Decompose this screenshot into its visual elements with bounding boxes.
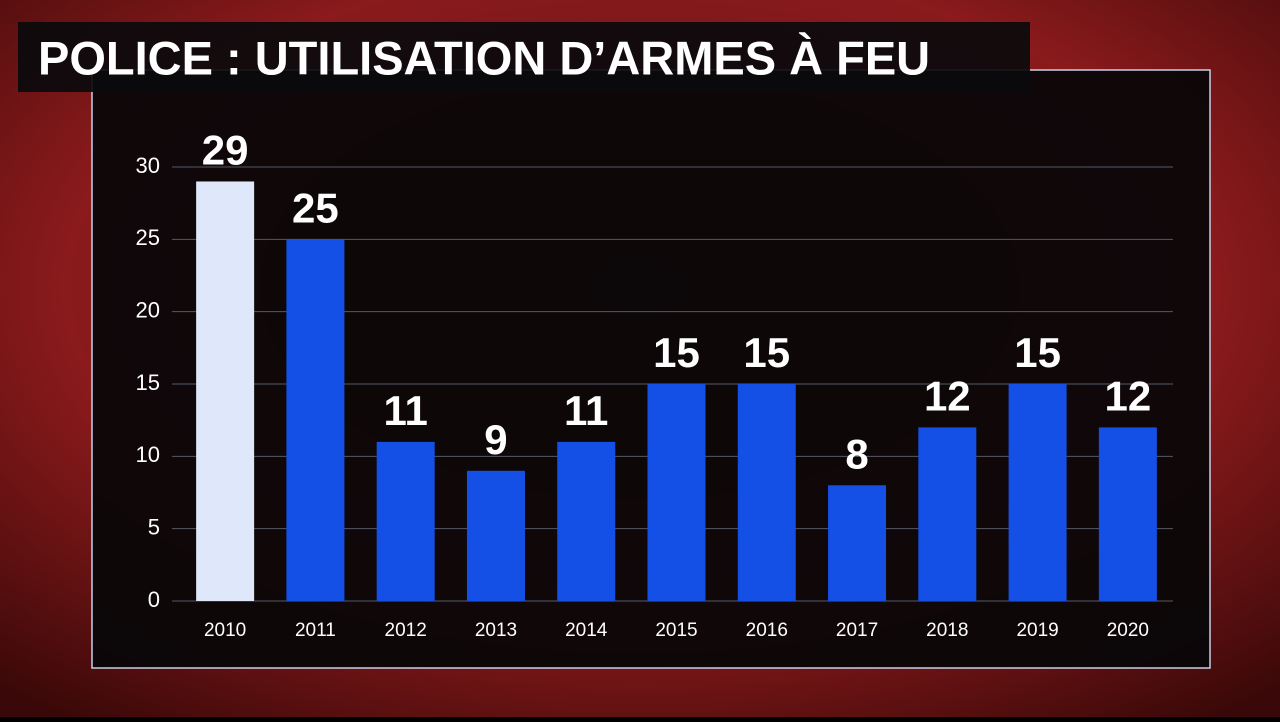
x-tick-label: 2020	[1107, 620, 1149, 641]
data-label: 15	[653, 329, 700, 376]
bar	[196, 181, 255, 601]
x-tick-label: 2013	[475, 620, 517, 641]
y-tick-label: 5	[148, 514, 160, 539]
data-label: 12	[1105, 372, 1152, 419]
x-tick-label: 2015	[655, 620, 697, 641]
y-tick-label: 30	[136, 153, 160, 178]
x-tick-label: 2019	[1016, 620, 1058, 641]
data-label: 11	[383, 387, 427, 434]
y-tick-label: 20	[136, 297, 160, 322]
data-label: 15	[1014, 329, 1061, 376]
x-tick-label: 2016	[746, 620, 788, 641]
bar	[737, 384, 796, 601]
bar	[286, 239, 345, 602]
data-label: 15	[743, 329, 790, 376]
y-tick-label: 10	[136, 442, 160, 467]
chart-title: POLICE : UTILISATION D’ARMES À FEU	[38, 31, 930, 84]
data-label: 25	[292, 184, 339, 231]
bar	[376, 441, 435, 601]
bar	[557, 441, 616, 601]
x-tick-label: 2010	[204, 620, 246, 641]
bar	[918, 427, 977, 601]
title-box	[18, 22, 1030, 92]
x-tick-label: 2018	[926, 620, 968, 641]
bar	[1098, 427, 1157, 601]
y-tick-label: 0	[148, 587, 160, 612]
bar	[466, 470, 525, 601]
data-label: 29	[202, 127, 249, 174]
data-label: 8	[845, 430, 868, 477]
y-tick-label: 25	[136, 225, 160, 250]
x-tick-label: 2017	[836, 620, 878, 641]
bar	[1008, 384, 1067, 601]
bar	[828, 485, 887, 601]
data-label: 9	[484, 416, 507, 463]
x-tick-label: 2012	[385, 620, 427, 641]
x-tick-label: 2011	[295, 620, 336, 641]
data-label: 12	[924, 372, 971, 419]
bar	[647, 384, 706, 601]
data-label: 11	[564, 387, 608, 434]
y-tick-label: 15	[136, 370, 160, 395]
x-tick-label: 2014	[565, 620, 608, 641]
